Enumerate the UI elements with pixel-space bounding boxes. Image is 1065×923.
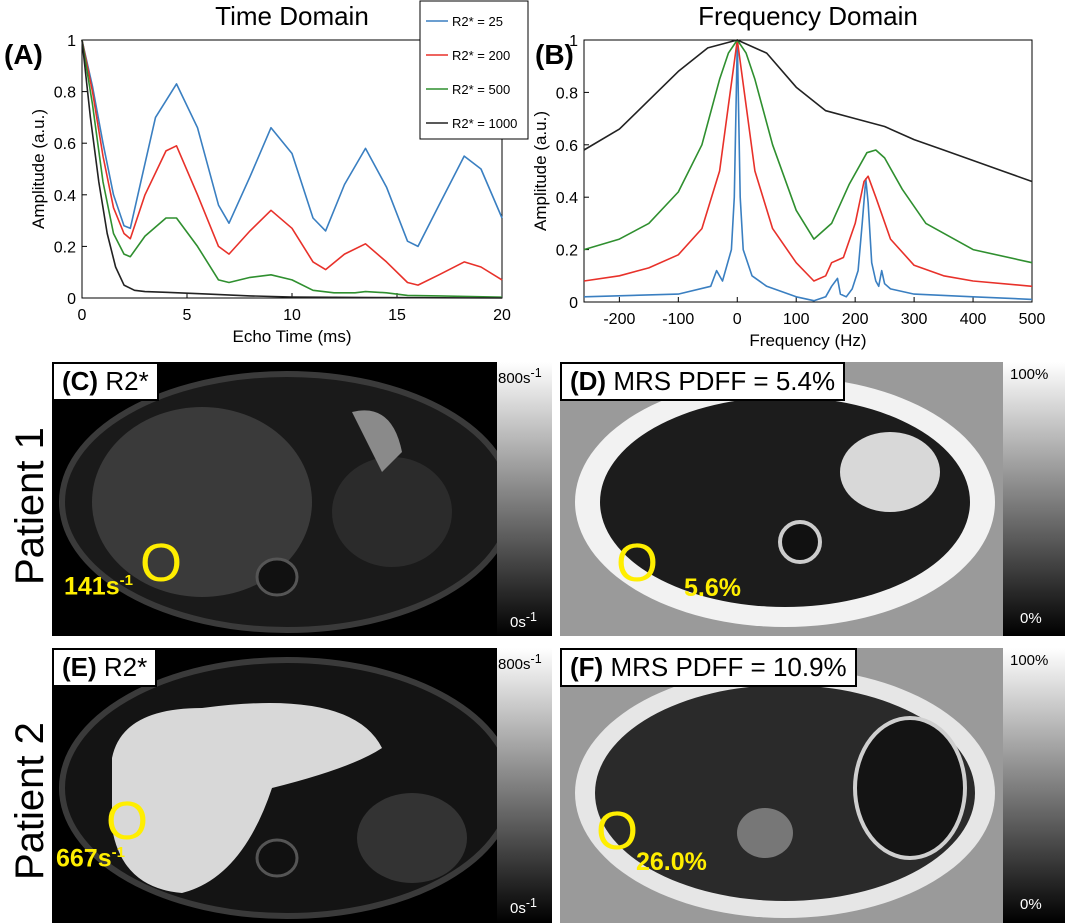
pdff-value: 5.6% [684, 574, 741, 602]
x-tick-label: 400 [960, 311, 987, 328]
y-tick-label: 1 [67, 33, 76, 50]
panel-f-label: (F) MRS PDFF = 10.9% [560, 648, 857, 687]
x-tick-label: 10 [283, 307, 301, 324]
y-tick-label: 0.4 [54, 188, 76, 205]
patient-2-label: Patient 2 [8, 722, 52, 880]
x-tick-label: -100 [662, 311, 694, 328]
series-line-2 [583, 39, 1033, 264]
r2-colorbar-min: 0s-1 [510, 896, 537, 917]
x-tick-label: 500 [1019, 311, 1046, 328]
panel-label: (B) [535, 39, 574, 70]
roi-marker: O [596, 801, 639, 861]
panel-c-label: (C) R2* [52, 362, 159, 401]
legend-entry-2: R2* = 500 [452, 82, 510, 97]
x-tick-label: 15 [388, 307, 406, 324]
panel-d-label: (D) MRS PDFF = 5.4% [560, 362, 846, 401]
pdff-colorbar-max: 100% [1010, 652, 1049, 669]
series-line-3 [81, 39, 503, 299]
roi-marker: O [106, 791, 149, 851]
x-tick-label: 0 [733, 311, 742, 328]
pdff-map-patient-2: (F) MRS PDFF = 10.9% O 26.0% [560, 648, 1003, 923]
pdff-map-patient-1: (D) MRS PDFF = 5.4% O 5.6% [560, 362, 1003, 636]
legend: R2* = 25 R2* = 200 R2* = 500 R2* = 1000 [419, 0, 529, 140]
plot-frame [583, 39, 1033, 303]
y-tick-label: 0.6 [54, 136, 76, 153]
x-tick-label: 100 [783, 311, 810, 328]
series-line-2 [81, 39, 503, 298]
panel-label: (A) [4, 39, 43, 70]
r2-colorbar-max: 800s-1 [498, 652, 542, 673]
chart-title: Frequency Domain [698, 1, 918, 31]
r2-colorbar [497, 648, 552, 923]
pdff-colorbar-max: 100% [1010, 366, 1049, 383]
r2-value: 667s-1 [56, 844, 125, 873]
legend-entry-3: R2* = 1000 [452, 116, 517, 131]
pdff-colorbar [1003, 362, 1065, 636]
x-tick-label: 200 [842, 311, 869, 328]
y-tick-label: 0 [569, 295, 578, 312]
y-tick-label: 0.2 [54, 239, 76, 256]
series-line-0 [81, 39, 503, 248]
legend-entry-1: R2* = 200 [452, 48, 510, 63]
y-axis-label: Amplitude (a.u.) [531, 111, 550, 231]
y-tick-label: 0.8 [556, 85, 578, 102]
x-tick-label: 300 [901, 311, 928, 328]
legend-entry-0: R2* = 25 [452, 14, 503, 29]
chart-frequency-domain: 0 0.2 0.4 0.6 0.8 1 -200 -100 0 100 200 300 400 500 Fr… [531, 1, 1045, 350]
series-line-1 [81, 39, 503, 286]
x-axis-label: Frequency (Hz) [749, 331, 866, 350]
x-axis-label: Echo Time (ms) [232, 327, 351, 346]
y-axis-label: Amplitude (a.u.) [29, 109, 48, 229]
y-tick-label: 0.6 [556, 138, 578, 155]
y-tick-label: 0.4 [556, 190, 578, 207]
pdff-value: 26.0% [636, 848, 707, 876]
x-tick-label: 0 [78, 307, 87, 324]
chart-title: Time Domain [215, 1, 369, 31]
y-tick-label: 1 [569, 33, 578, 50]
series-line-3 [583, 39, 1033, 183]
roi-marker: O [140, 533, 183, 593]
panel-e-label: (E) R2* [52, 648, 158, 687]
series-line-0 [583, 39, 1033, 302]
legend-box [419, 0, 529, 140]
pdff-colorbar-min: 0% [1020, 896, 1042, 913]
pdff-colorbar [1003, 648, 1065, 923]
r2-map-patient-1: (C) R2* O 141s-1 [52, 362, 497, 636]
x-tick-label: -200 [603, 311, 635, 328]
pdff-colorbar-min: 0% [1020, 610, 1042, 627]
r2-colorbar-min: 0s-1 [510, 610, 537, 631]
y-tick-label: 0 [67, 291, 76, 308]
series-line-1 [583, 39, 1033, 288]
y-tick-label: 0.2 [556, 243, 578, 260]
roi-marker: O [616, 533, 659, 593]
r2-colorbar [497, 362, 552, 636]
patient-1-label: Patient 1 [8, 427, 52, 585]
r2-map-patient-2: (E) R2* O 667s-1 [52, 648, 497, 923]
r2-value: 141s-1 [64, 572, 133, 601]
x-tick-label: 5 [183, 307, 192, 324]
x-tick-label: 20 [493, 307, 511, 324]
r2-colorbar-max: 800s-1 [498, 366, 542, 387]
y-tick-label: 0.8 [54, 85, 76, 102]
